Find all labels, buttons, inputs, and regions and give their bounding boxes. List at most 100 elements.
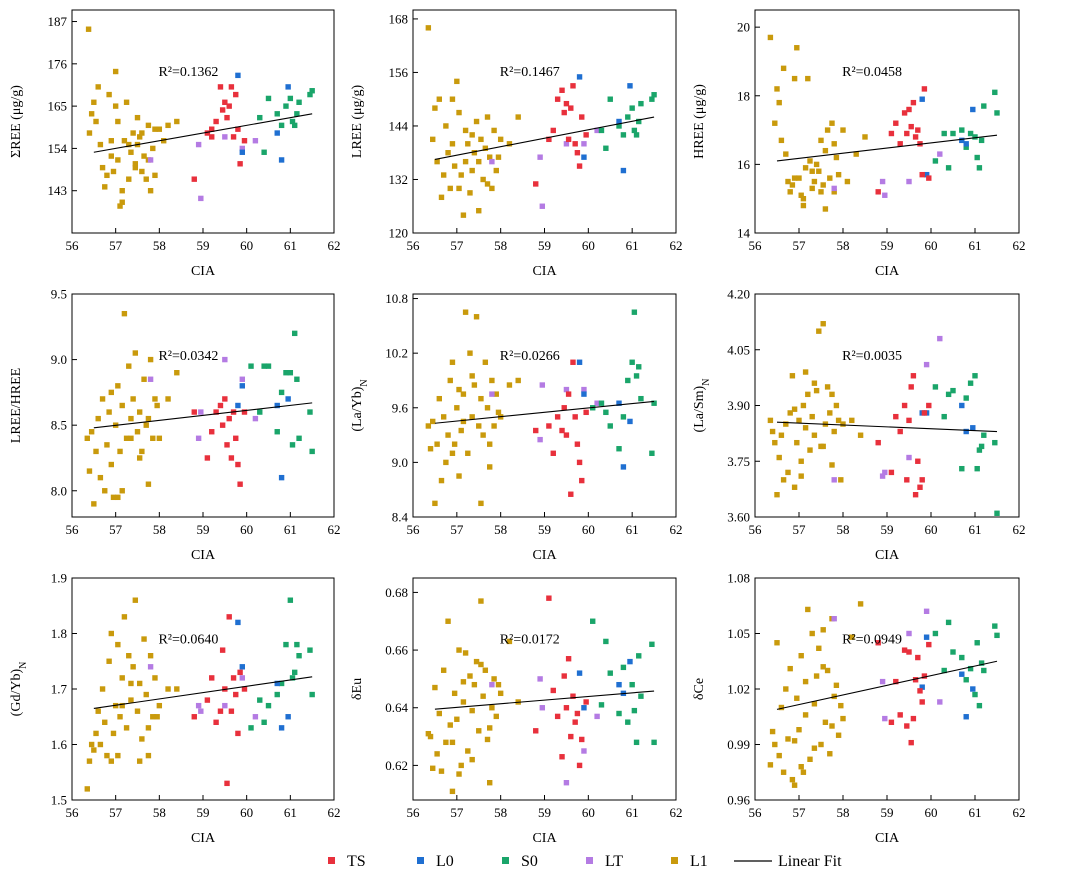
point-L1 bbox=[506, 141, 513, 147]
point-L1 bbox=[91, 747, 97, 753]
point-L0 bbox=[959, 402, 965, 409]
point-L1 bbox=[440, 172, 447, 178]
point-TS bbox=[910, 99, 917, 106]
point-L1 bbox=[495, 681, 502, 688]
y-tick-label: 120 bbox=[389, 226, 409, 241]
point-L1 bbox=[108, 758, 114, 764]
point-S0 bbox=[598, 400, 605, 406]
y-axis-label-main: ΣREE (μg/g) bbox=[9, 85, 24, 158]
plot-frame bbox=[71, 293, 335, 518]
point-TS bbox=[919, 171, 925, 178]
point-L1 bbox=[774, 492, 780, 498]
point-L1 bbox=[794, 45, 800, 51]
point-L0 bbox=[278, 725, 285, 731]
point-LT bbox=[195, 141, 202, 148]
point-S0 bbox=[633, 373, 640, 379]
point-TS bbox=[893, 120, 899, 126]
point-L1 bbox=[108, 153, 114, 159]
point-S0 bbox=[590, 618, 596, 624]
point-L1 bbox=[425, 730, 432, 737]
point-L0 bbox=[627, 83, 633, 89]
point-S0 bbox=[631, 707, 638, 714]
point-LT bbox=[879, 473, 886, 479]
point-L1 bbox=[774, 640, 780, 646]
point-TS bbox=[235, 461, 241, 468]
point-L1 bbox=[809, 630, 815, 637]
y-axis-label: (La/Sm)N bbox=[692, 379, 712, 433]
point-S0 bbox=[972, 134, 978, 140]
point-TS bbox=[546, 136, 552, 143]
point-TS bbox=[219, 107, 226, 113]
point-S0 bbox=[631, 309, 638, 315]
point-L1 bbox=[456, 473, 462, 479]
y-tick-label: 1.8 bbox=[51, 626, 67, 641]
point-S0 bbox=[972, 691, 978, 698]
point-L0 bbox=[235, 72, 241, 79]
point-TS bbox=[579, 736, 585, 743]
point-TS bbox=[209, 429, 215, 435]
point-L1 bbox=[465, 450, 471, 456]
point-S0 bbox=[598, 127, 605, 134]
point-L1 bbox=[126, 363, 132, 369]
point-L1 bbox=[791, 782, 798, 788]
point-TS bbox=[908, 739, 914, 746]
point-L1 bbox=[791, 484, 798, 490]
y-tick-label: 9.0 bbox=[51, 352, 67, 367]
x-tick-label: 58 bbox=[153, 805, 166, 820]
legend-swatch-TS bbox=[328, 857, 335, 864]
point-L1 bbox=[458, 172, 464, 178]
y-axis-label-main: δEu bbox=[350, 678, 365, 700]
point-TS bbox=[875, 439, 881, 446]
point-L1 bbox=[134, 429, 141, 435]
x-tick-label: 58 bbox=[837, 805, 850, 820]
point-TS bbox=[572, 141, 578, 147]
y-axis-label-main: LREE (μg/g) bbox=[350, 85, 365, 159]
legend: TS L0 S0 LT L1 Linear Fit bbox=[328, 853, 842, 870]
point-L1 bbox=[434, 441, 440, 447]
x-tick-label: 56 bbox=[749, 805, 763, 820]
point-S0 bbox=[292, 669, 298, 676]
legend-swatch-L1 bbox=[671, 857, 678, 864]
y-tick-label: 0.68 bbox=[385, 585, 408, 600]
point-L1 bbox=[451, 690, 458, 697]
point-S0 bbox=[257, 409, 263, 415]
point-L1 bbox=[473, 118, 480, 125]
point-LT bbox=[937, 151, 943, 157]
point-TS bbox=[906, 106, 912, 113]
point-S0 bbox=[941, 413, 947, 420]
point-TS bbox=[533, 728, 539, 734]
y-axis-label-subscript: N bbox=[18, 662, 29, 669]
point-L1 bbox=[465, 748, 471, 754]
point-S0 bbox=[992, 439, 998, 446]
point-TS bbox=[226, 614, 232, 620]
point-L1 bbox=[456, 109, 462, 116]
y-tick-label: 10.2 bbox=[385, 346, 408, 361]
y-axis-label-subscript: N bbox=[701, 379, 712, 386]
point-TS bbox=[237, 669, 243, 676]
point-S0 bbox=[950, 649, 956, 655]
point-L1 bbox=[106, 91, 112, 98]
point-TS bbox=[546, 595, 552, 601]
point-LT bbox=[537, 154, 543, 160]
point-LT bbox=[195, 702, 202, 709]
point-L0 bbox=[620, 464, 627, 470]
point-S0 bbox=[289, 442, 296, 448]
x-tick-label: 60 bbox=[240, 805, 253, 820]
point-L1 bbox=[489, 185, 495, 192]
point-LT bbox=[937, 699, 943, 705]
point-S0 bbox=[296, 99, 302, 105]
point-TS bbox=[576, 762, 583, 769]
point-L1 bbox=[443, 739, 449, 746]
x-axis-label: CIA bbox=[875, 548, 900, 563]
y-axis-label: δEu bbox=[350, 678, 365, 700]
point-L1 bbox=[132, 164, 139, 171]
point-L1 bbox=[776, 454, 782, 461]
point-LT bbox=[923, 361, 930, 368]
x-tick-label: 61 bbox=[969, 238, 982, 253]
point-L1 bbox=[88, 429, 95, 435]
r2-annotation: R²=0.0266 bbox=[500, 349, 560, 364]
point-L1 bbox=[434, 158, 440, 165]
legend-item-S0: S0 bbox=[502, 853, 538, 870]
x-tick-label: 58 bbox=[494, 238, 507, 253]
legend-label: L1 bbox=[690, 853, 708, 870]
